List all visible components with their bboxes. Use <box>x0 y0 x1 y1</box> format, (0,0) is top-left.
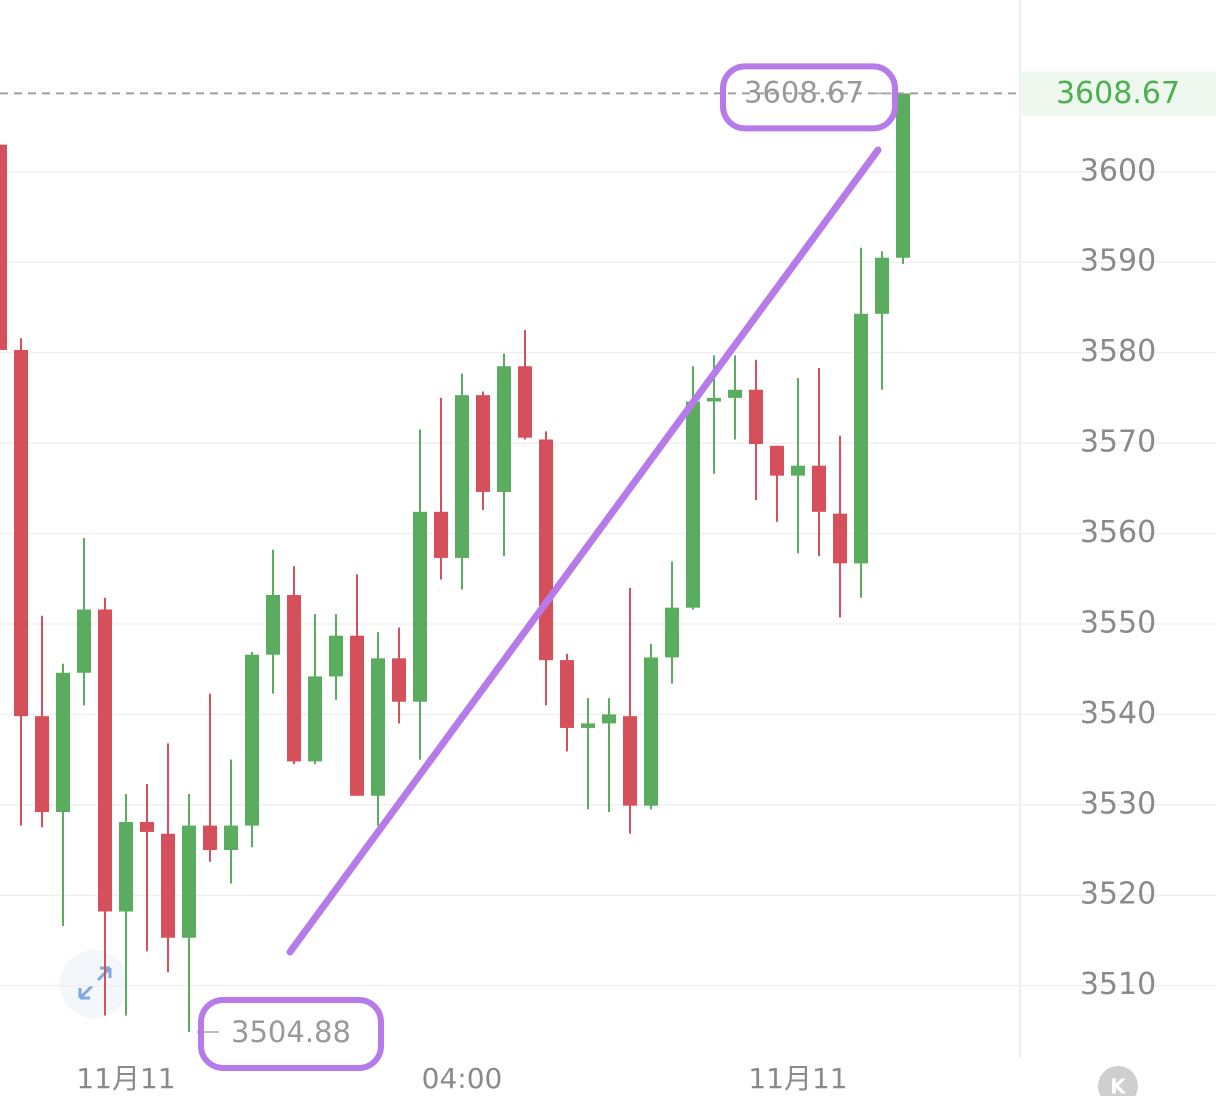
candle-body <box>77 609 91 673</box>
annotation-circle <box>720 63 898 132</box>
candle-body <box>581 723 595 728</box>
y-tick-label: 3550 <box>1080 605 1156 640</box>
candle-body <box>749 389 763 444</box>
expand-icon-bg[interactable] <box>60 950 128 1018</box>
candle-body <box>392 658 406 702</box>
annotation-circle <box>198 996 384 1071</box>
y-tick-label: 3530 <box>1080 786 1156 821</box>
candle-body <box>161 833 175 938</box>
x-tick-label: 04:00 <box>422 1062 503 1095</box>
y-tick-label: 3510 <box>1080 967 1156 1002</box>
candle-body <box>665 607 679 658</box>
candle-body <box>287 595 301 762</box>
badge-bg <box>1098 1066 1138 1096</box>
candle-body <box>434 511 448 558</box>
candle-body <box>182 825 196 938</box>
y-tick-label: 3570 <box>1080 425 1156 460</box>
candle-body <box>896 93 910 258</box>
candle-body <box>224 825 238 851</box>
candle-body <box>413 511 427 702</box>
candle-body <box>833 513 847 564</box>
y-tick-label: 3560 <box>1080 515 1156 550</box>
candle-body <box>707 397 721 402</box>
expand-icon[interactable] <box>60 950 128 1018</box>
candle-body <box>497 366 511 492</box>
candle-body <box>35 716 49 813</box>
badge: K <box>1110 1075 1127 1096</box>
trend-annotation <box>286 146 882 956</box>
candle-body <box>14 349 28 717</box>
candle-body <box>812 465 826 512</box>
candle-body <box>371 658 385 796</box>
y-tick-label: 3580 <box>1080 334 1156 369</box>
candle-body <box>518 366 532 438</box>
candle-body <box>476 395 490 492</box>
candle-body <box>245 654 259 826</box>
candle-body <box>791 465 805 476</box>
y-tick-label: 3520 <box>1080 877 1156 912</box>
candle-body <box>350 635 364 796</box>
last-price-tag <box>1020 71 1216 116</box>
candle-body <box>56 672 70 813</box>
max-label: 3608.67 <box>744 75 864 109</box>
candle-body <box>854 313 868 564</box>
candle-body <box>308 676 322 762</box>
candle-body <box>119 821 133 912</box>
candle-body <box>560 660 574 728</box>
y-tick-label: 3600 <box>1080 153 1156 188</box>
candle-body <box>770 445 784 476</box>
y-tick-label: 3540 <box>1080 696 1156 731</box>
candle-body <box>623 716 637 806</box>
candle-body <box>0 144 7 350</box>
candle-body <box>686 401 700 608</box>
x-tick-label: 11月11 <box>748 1062 847 1095</box>
candle-body <box>644 657 658 806</box>
min-label: 3504.88 <box>231 1015 351 1049</box>
candle-body <box>266 595 280 655</box>
candle-body <box>140 821 154 832</box>
last-price-label: 3608.67 <box>1056 76 1180 111</box>
candle-body <box>728 389 742 398</box>
candle-body <box>875 257 889 314</box>
candle-body <box>539 439 553 661</box>
candle-body <box>98 609 112 912</box>
candle-body <box>602 714 616 724</box>
candle-body <box>329 635 343 677</box>
x-tick-label: 11月11 <box>76 1062 175 1095</box>
candle-body <box>455 395 469 558</box>
y-tick-label: 3590 <box>1080 244 1156 279</box>
candle-body <box>203 825 217 851</box>
